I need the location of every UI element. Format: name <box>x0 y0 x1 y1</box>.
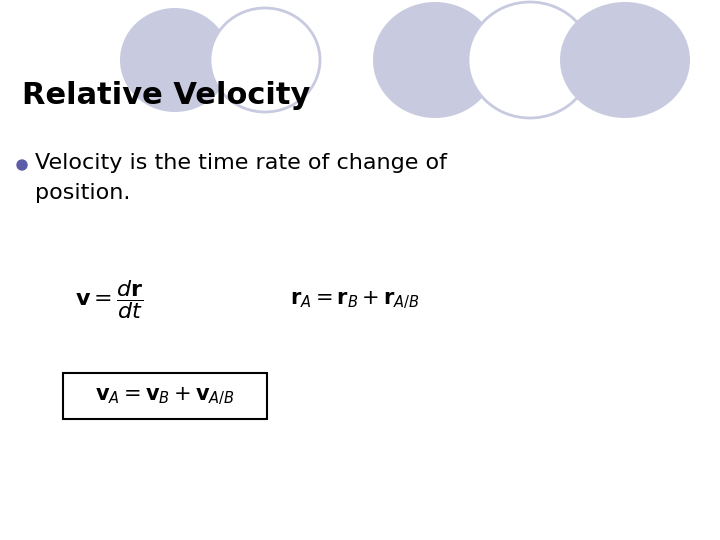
Ellipse shape <box>373 2 497 118</box>
Text: $\mathbf{v}_{A} = \mathbf{v}_{B} + \mathbf{v}_{A/B}$: $\mathbf{v}_{A} = \mathbf{v}_{B} + \math… <box>95 386 235 407</box>
Ellipse shape <box>468 2 592 118</box>
Text: Relative Velocity: Relative Velocity <box>22 80 310 110</box>
Ellipse shape <box>120 8 230 112</box>
FancyBboxPatch shape <box>63 373 267 419</box>
Text: $\mathbf{v} = \dfrac{d\mathbf{r}}{dt}$: $\mathbf{v} = \dfrac{d\mathbf{r}}{dt}$ <box>75 279 144 321</box>
Text: position.: position. <box>35 183 130 203</box>
Ellipse shape <box>560 2 690 118</box>
Text: $\mathbf{r}_{A} = \mathbf{r}_{B} + \mathbf{r}_{A/B}$: $\mathbf{r}_{A} = \mathbf{r}_{B} + \math… <box>290 289 420 310</box>
Ellipse shape <box>17 160 27 170</box>
Text: Velocity is the time rate of change of: Velocity is the time rate of change of <box>35 153 447 173</box>
Ellipse shape <box>210 8 320 112</box>
